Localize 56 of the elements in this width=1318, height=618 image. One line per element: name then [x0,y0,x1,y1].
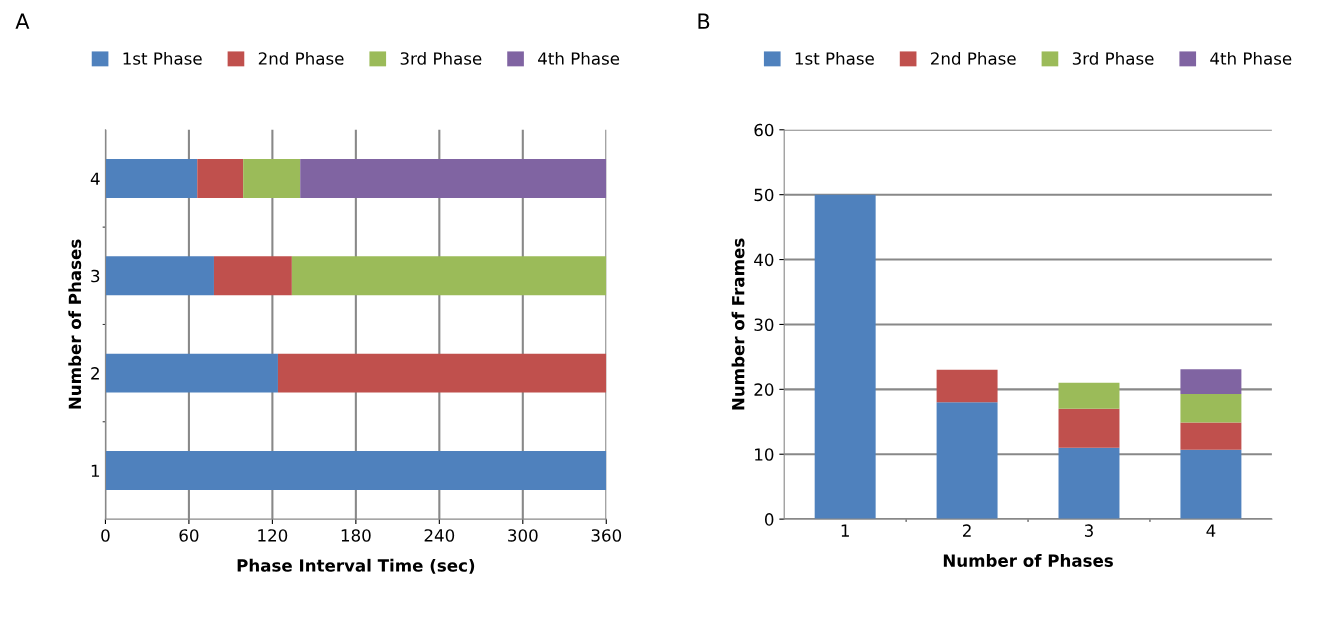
x-axis-title: Number of Phases [943,554,1113,567]
y-tick-label: 30 [754,318,774,332]
legend-label: 2nd Phase [258,51,344,65]
y-tick-label: 1 [91,464,100,477]
chart-title: B [698,13,710,29]
x-tick-label: 4 [1206,524,1216,537]
x-axis-title: Phase Interval Time (sec) [237,558,475,574]
bar [936,402,998,520]
x-tick-label: 1 [841,524,849,537]
legend-label: 4th Phase [538,51,620,65]
x-tick-label: 300 [508,529,538,542]
bar [105,256,214,296]
legend-label: 3rd Phase [1072,51,1154,65]
x-tick-label: 180 [341,529,371,542]
bar [105,353,278,393]
bar [1058,382,1120,409]
y-tick-label: 10 [755,448,774,461]
bar [1180,393,1242,423]
bar [105,158,198,198]
x-tick-label: 240 [424,529,455,542]
x-tick-label: 360 [591,529,622,542]
bar [105,450,607,490]
y-tick-label: 4 [90,172,100,185]
legend-label: 1st Phase [123,51,202,65]
y-axis-title: Number of Frames [731,238,745,410]
bar [1180,369,1242,394]
bar [1180,449,1242,520]
x-tick-label: 3 [1084,524,1093,537]
bar [1058,447,1120,520]
bar [814,194,876,520]
bar [936,369,998,403]
legend-label: 1st Phase [795,51,874,65]
legend-label: 2nd Phase [931,51,1016,65]
x-tick-label: 0 [101,529,110,542]
x-tick-label: 120 [258,529,288,542]
y-tick-label: 0 [764,513,774,526]
legend-label: 4th Phase [1210,51,1292,65]
y-axis-title: Number of Phases [68,239,82,409]
y-tick-label: 20 [754,383,774,396]
chart-title: A [15,13,30,29]
bar [243,158,301,198]
y-tick-label: 40 [754,253,774,267]
bar [213,256,292,296]
x-tick-label: 2 [963,524,971,537]
bar [291,256,607,296]
y-tick-label: 50 [754,188,774,202]
y-tick-label: 60 [754,123,774,137]
x-tick-label: 60 [179,529,199,542]
y-tick-label: 3 [91,269,100,283]
bar [300,158,607,198]
bar [197,158,244,198]
bar [1058,408,1120,448]
bar [277,353,607,393]
y-tick-label: 2 [91,367,99,380]
legend-label: 3rd Phase [400,51,482,65]
bar [1180,422,1242,450]
